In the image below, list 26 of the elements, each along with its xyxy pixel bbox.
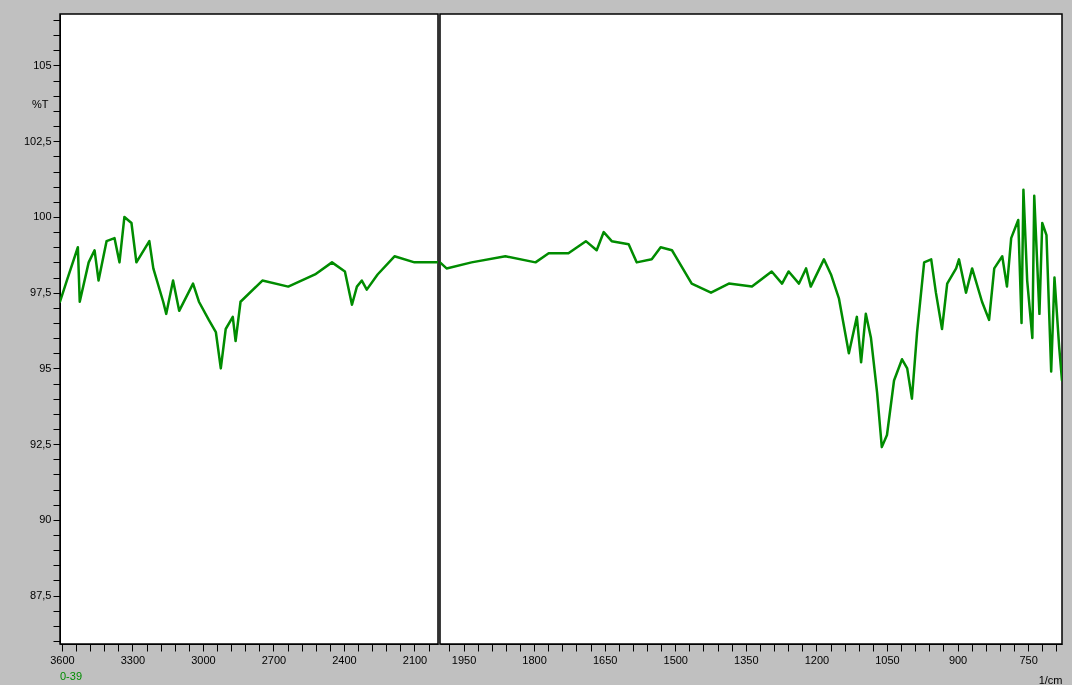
x-tick-label: 1800 <box>522 653 547 666</box>
y-tick-label: 102,5 <box>23 134 52 147</box>
x-tick-label: 1050 <box>875 653 900 666</box>
y-tick-label: 92,5 <box>30 437 52 450</box>
x-tick-label: 1350 <box>734 653 759 666</box>
y-tick-label: 95 <box>39 361 52 374</box>
x-tick-label: 900 <box>948 653 968 666</box>
y-tick-label: 97,5 <box>30 286 52 299</box>
y-tick-label: 105 <box>33 58 52 71</box>
x-tick-label: 2400 <box>332 653 357 666</box>
x-tick-label: 3300 <box>120 653 146 666</box>
y-tick-label: 100 <box>33 210 52 223</box>
x-tick-label: 750 <box>1019 653 1038 666</box>
y-tick-label: 87,5 <box>30 589 52 602</box>
x-tick-label: 3600 <box>50 653 75 666</box>
x-tick-label: 1650 <box>592 653 618 666</box>
x-tick-label: 1200 <box>804 653 830 666</box>
y-tick-label: 90 <box>39 513 52 526</box>
x-tick-label: 2100 <box>402 653 428 666</box>
x-tick-label: 3000 <box>191 653 216 666</box>
y-axis-title: %T <box>32 97 49 110</box>
x-axis-title: 1/cm <box>1038 673 1063 685</box>
text: 0-39 <box>60 670 83 682</box>
x-tick-label: 2700 <box>261 653 287 666</box>
x-tick-label: 1500 <box>663 653 688 666</box>
x-tick-label: 1950 <box>451 653 477 666</box>
